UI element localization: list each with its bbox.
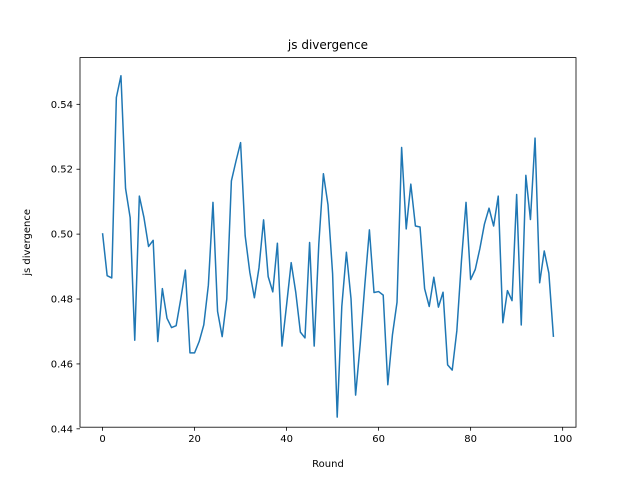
x-axis-title: Round — [312, 459, 344, 470]
y-tick-label: 0.48 — [51, 295, 73, 306]
plot-area — [101, 75, 555, 418]
y-axis-title: js divergence — [22, 209, 33, 277]
x-tick-label: 80 — [464, 434, 477, 445]
y-tick-label: 0.52 — [51, 165, 73, 176]
x-tick-label: 0 — [99, 434, 105, 445]
axes-frame — [79, 57, 577, 428]
chart-title: js divergence — [287, 38, 368, 52]
x-tick-label: 40 — [280, 434, 293, 445]
y-tick-label: 0.54 — [51, 100, 73, 111]
x-axis: 0 20 40 60 80 100 — [99, 427, 572, 445]
y-axis: 0.44 0.46 0.48 0.50 0.52 0.54 — [51, 100, 80, 435]
y-tick-label: 0.44 — [51, 424, 73, 435]
series-line — [101, 75, 555, 418]
y-tick-label: 0.46 — [51, 359, 73, 370]
x-tick-label: 20 — [188, 434, 201, 445]
y-tick-label: 0.50 — [51, 230, 73, 241]
x-tick-label: 60 — [372, 434, 385, 445]
x-tick-label: 100 — [553, 434, 572, 445]
